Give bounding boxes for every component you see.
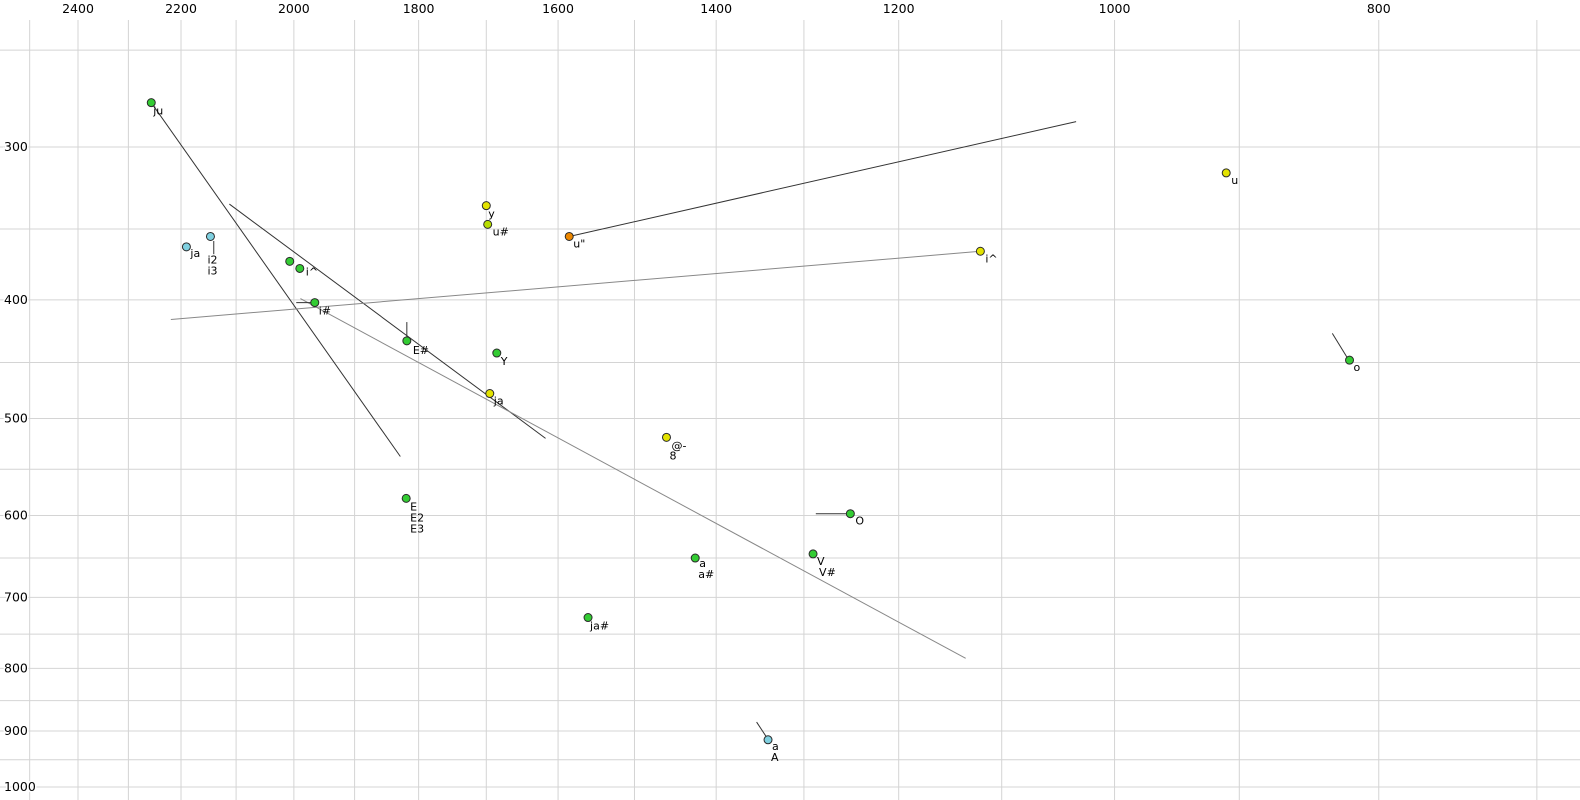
y-axis-tick-700: 700	[4, 589, 28, 604]
x-axis-tick-1800: 1800	[403, 1, 435, 16]
point-label-ja-1: ja	[189, 247, 200, 260]
point-label-E: E3	[410, 522, 424, 535]
point-label-a-sharp: a#	[698, 568, 714, 581]
data-point-u-sharp[interactable]	[483, 219, 493, 229]
axis-label-layer: 2400 2200 2000 1800 1600 1400 1200 1000 800 300 40…	[3, 0, 1393, 796]
trajectory-line-9	[1331, 333, 1349, 360]
trajectory-line-0	[150, 102, 401, 457]
trajectory-line-1	[229, 203, 546, 439]
x-axis-tick-1000: 1000	[1099, 1, 1131, 16]
point-label-u: u	[1231, 174, 1238, 187]
point-label-a-A: a	[772, 740, 779, 753]
data-point-ja-sharp[interactable]	[583, 613, 593, 623]
trajectory-line-10	[756, 721, 768, 739]
data-point-E[interactable]	[401, 493, 411, 503]
trajectory-layer	[150, 102, 1349, 739]
x-axis-tick-1400: 1400	[700, 1, 732, 16]
point-label-u-quote: u"	[573, 237, 585, 250]
x-axis-tick-800: 800	[1367, 1, 1391, 16]
data-point-O[interactable]	[845, 509, 855, 519]
data-point-y[interactable]	[481, 201, 491, 211]
data-point-a-sharp[interactable]	[690, 553, 700, 563]
data-point-u[interactable]	[1221, 168, 1231, 178]
point-label-O: O	[855, 515, 864, 528]
data-point-a-A[interactable]	[763, 735, 773, 745]
y-axis-tick-500: 500	[4, 411, 28, 426]
x-axis-tick-2000: 2000	[278, 1, 310, 16]
x-axis-tick-2200: 2200	[165, 1, 197, 16]
data-point-E-sharp[interactable]	[402, 336, 412, 346]
point-label-ja-sharp: ja#	[589, 620, 609, 633]
point-label-V-sharp: V#	[819, 566, 836, 579]
y-axis-tick-400: 400	[4, 292, 28, 307]
point-label-a-A: A	[771, 751, 779, 764]
y-axis-tick-1000: 1000	[4, 779, 36, 794]
point-label-a-sharp: a	[699, 557, 706, 570]
data-point-i2-i3[interactable]	[205, 231, 215, 241]
x-axis-tick-2400: 2400	[62, 1, 94, 16]
point-label-E: E	[410, 500, 417, 513]
grid-layer	[0, 20, 1580, 800]
point-label-E-sharp: E#	[413, 344, 429, 357]
point-label-schwa-8: @-	[671, 439, 686, 452]
trajectory-line-2	[569, 121, 1077, 237]
point-label-ju: ju	[152, 105, 163, 118]
point-label-y: y	[488, 208, 495, 221]
x-axis-tick-1200: 1200	[883, 1, 915, 16]
y-axis-tick-600: 600	[4, 507, 28, 522]
data-point-schwa-8[interactable]	[661, 432, 671, 442]
point-label-schwa-8: 8	[669, 449, 676, 462]
point-label-i2-i3: i3	[207, 264, 217, 277]
point-label-i-sharp: i#	[319, 305, 331, 318]
y-axis-tick-900: 900	[4, 723, 28, 738]
data-point-u-quote[interactable]	[564, 231, 574, 241]
trajectory-line-4	[300, 298, 966, 659]
data-point-ju[interactable]	[146, 98, 156, 108]
data-point-ja-2[interactable]	[485, 389, 495, 399]
data-point-ihat-b[interactable]	[295, 263, 305, 273]
point-label-ja-2: ja	[493, 395, 504, 408]
point-label-Y: Y	[500, 355, 508, 368]
data-point-i-sharp[interactable]	[310, 298, 320, 308]
x-axis-tick-1600: 1600	[542, 1, 574, 16]
point-label-V-sharp: V	[817, 555, 825, 568]
point-label-i2-i3: i2	[207, 253, 217, 266]
point-label-ihat-b: i^	[306, 265, 318, 278]
data-point-ja-1[interactable]	[181, 242, 191, 252]
data-point-V-sharp[interactable]	[808, 549, 818, 559]
data-point-layer	[146, 98, 1355, 745]
trajectory-line-3	[170, 250, 981, 321]
point-label-u-sharp: u#	[493, 225, 509, 238]
data-point-o[interactable]	[1345, 355, 1355, 365]
data-point-ihat-a[interactable]	[285, 256, 295, 266]
y-axis-tick-300: 300	[4, 139, 28, 154]
point-label-o: o	[1354, 361, 1361, 374]
point-label-ihat-right: i^	[985, 252, 997, 265]
data-point-Y[interactable]	[492, 348, 502, 358]
y-axis-tick-800: 800	[4, 660, 28, 675]
data-point-ihat-right[interactable]	[975, 246, 985, 256]
point-label-E: E2	[410, 511, 424, 524]
